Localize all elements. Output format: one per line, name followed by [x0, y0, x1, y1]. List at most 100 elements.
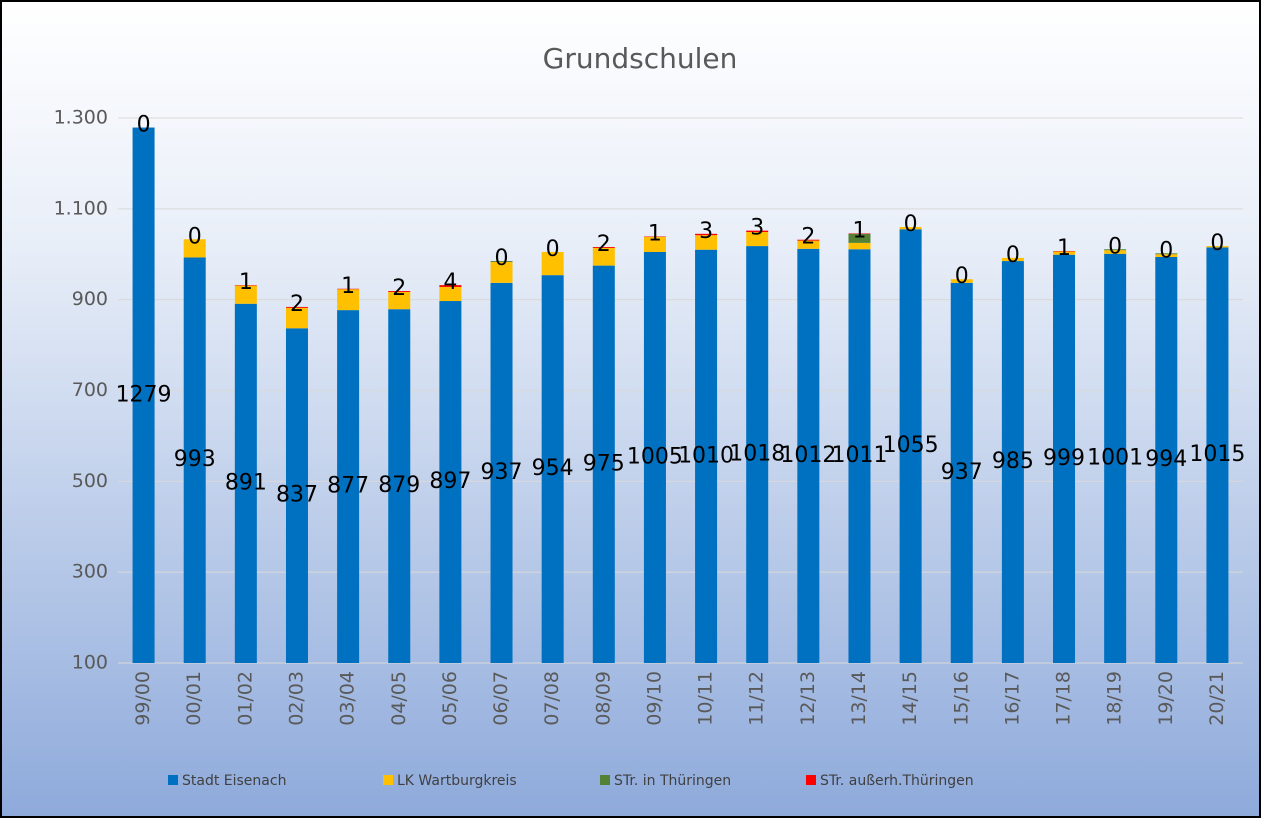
data-label: 1018: [729, 442, 785, 467]
bar-segment: [337, 289, 360, 311]
y-tick-label: 900: [72, 288, 108, 310]
bar-segment: [541, 275, 564, 663]
data-label: 0: [546, 237, 560, 262]
bar-segment: [899, 227, 922, 230]
bar-segment: [132, 127, 155, 664]
bar-segment: [541, 251, 564, 276]
data-label: 1: [1057, 236, 1071, 261]
bar-segment: [439, 286, 462, 302]
x-tick-label: 13/14: [848, 671, 870, 726]
y-tick-label: 1.300: [54, 107, 108, 129]
bar-segment: [1104, 249, 1127, 251]
bar-segment: [797, 239, 820, 241]
data-label: 937: [481, 460, 523, 485]
legend-label: LK Wartburgkreis: [397, 773, 517, 789]
data-label: 975: [583, 451, 625, 476]
bar-segment: [1053, 251, 1076, 255]
bar-segment: [899, 229, 922, 664]
y-tick-label: 500: [72, 470, 108, 492]
data-label: 4: [443, 270, 457, 295]
chart-title: Grundschulen: [543, 42, 738, 75]
data-label: 1012: [780, 443, 836, 468]
legend-swatch: [600, 775, 610, 785]
bar-segment: [797, 248, 820, 664]
bar-segment: [746, 230, 769, 232]
bar-segment: [592, 246, 615, 248]
x-tick-label: 08/09: [592, 671, 614, 726]
data-label: 1279: [116, 382, 172, 407]
bar-segment: [1053, 254, 1076, 663]
data-label: 1005: [627, 444, 683, 469]
data-label: 1055: [883, 433, 939, 458]
data-label: 879: [378, 473, 420, 498]
bar-segment: [1104, 250, 1127, 254]
data-label: 891: [225, 470, 267, 495]
bar-segment: [695, 233, 718, 236]
bar-segment: [1155, 256, 1178, 663]
data-label: 0: [137, 113, 151, 138]
data-label: 1: [341, 274, 355, 299]
bar-segment: [285, 328, 308, 663]
bar-segment: [337, 310, 360, 663]
bar-segment: [439, 285, 462, 287]
data-label: 3: [699, 219, 713, 244]
data-label: 999: [1043, 446, 1085, 471]
bar-segment: [950, 279, 973, 283]
bar-segment: [1001, 257, 1024, 262]
bar-segment: [1001, 261, 1024, 663]
bar-segment: [746, 231, 769, 247]
bar-segment: [848, 242, 871, 250]
data-label: 0: [1210, 231, 1224, 256]
x-tick-label: 15/16: [950, 671, 972, 726]
legend-swatch: [168, 775, 178, 785]
x-tick-label: 06/07: [490, 671, 512, 726]
bar-segment: [388, 309, 411, 663]
data-label: 897: [429, 469, 471, 494]
legend-swatch: [383, 775, 393, 785]
data-label: 1010: [678, 443, 734, 468]
bar-segment: [643, 236, 666, 252]
y-tick-label: 100: [72, 652, 108, 674]
bar-segment: [183, 257, 206, 663]
legend-label: STr. in Thüringen: [614, 773, 731, 789]
x-tick-label: 10/11: [695, 671, 717, 726]
x-tick-label: 03/04: [337, 671, 359, 726]
x-tick-label: 19/20: [1155, 671, 1177, 726]
bar-segment: [695, 249, 718, 664]
data-label: 954: [532, 456, 574, 481]
bar-segment: [848, 233, 871, 243]
bar-segment: [1155, 254, 1178, 257]
data-label: 985: [992, 449, 1034, 474]
bar-segment: [490, 282, 513, 663]
bar-segment: [848, 249, 871, 664]
x-tick-label: 05/06: [439, 671, 461, 726]
data-label: 1: [852, 218, 866, 243]
x-tick-label: 16/17: [1001, 671, 1023, 726]
data-label: 837: [276, 483, 318, 508]
x-tick-label: 00/01: [183, 671, 205, 726]
data-label: 994: [1145, 447, 1187, 472]
x-tick-label: 18/19: [1104, 671, 1126, 726]
bar-segment: [388, 291, 411, 292]
bar-segment: [490, 261, 513, 283]
data-label: 1011: [831, 443, 887, 468]
data-label: 0: [1006, 243, 1020, 268]
data-label: 2: [290, 292, 304, 317]
x-tick-label: 02/03: [285, 671, 307, 726]
data-label: 0: [1108, 234, 1122, 259]
bar-segment: [439, 301, 462, 663]
bar-segment: [950, 282, 973, 663]
bar-segment: [490, 261, 513, 262]
bar-segment: [592, 265, 615, 663]
data-label: 0: [904, 212, 918, 237]
data-label: 2: [597, 232, 611, 257]
bar-segment: [592, 247, 615, 266]
bar-segment: [234, 285, 257, 304]
x-tick-label: 12/13: [797, 671, 819, 726]
bar-segment: [234, 303, 257, 663]
data-label: 937: [941, 460, 983, 485]
x-tick-label: 20/21: [1206, 671, 1228, 726]
bar-segment: [1206, 247, 1229, 663]
